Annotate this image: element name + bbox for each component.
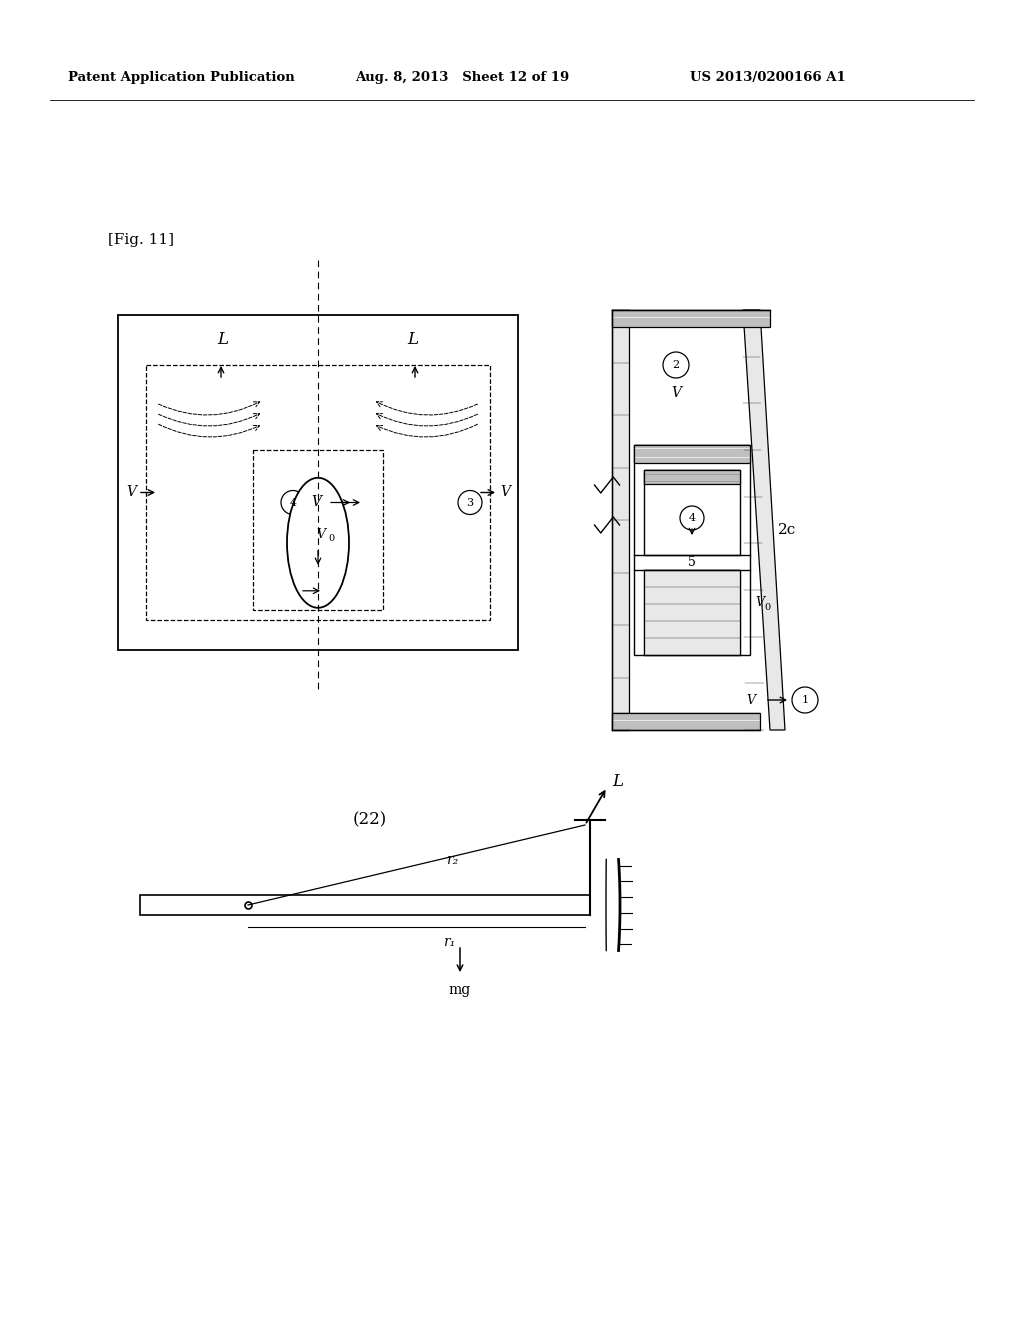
- Text: V: V: [755, 597, 764, 609]
- Text: 1: 1: [802, 696, 809, 705]
- Text: Aug. 8, 2013   Sheet 12 of 19: Aug. 8, 2013 Sheet 12 of 19: [355, 71, 569, 84]
- Text: L: L: [612, 774, 623, 791]
- Text: US 2013/0200166 A1: US 2013/0200166 A1: [690, 71, 846, 84]
- Text: 4: 4: [290, 498, 297, 507]
- Text: L: L: [217, 331, 228, 348]
- Text: r₁: r₁: [442, 935, 455, 949]
- Text: 2c: 2c: [778, 523, 797, 537]
- Text: 0: 0: [328, 535, 334, 544]
- Text: V: V: [126, 486, 136, 499]
- Polygon shape: [743, 310, 785, 730]
- Text: 4: 4: [688, 513, 695, 523]
- Text: 2: 2: [673, 360, 680, 370]
- Text: (22): (22): [353, 812, 387, 829]
- Bar: [612, 310, 770, 327]
- Text: 0: 0: [764, 603, 770, 612]
- Bar: [634, 445, 750, 655]
- Bar: [644, 570, 740, 655]
- Bar: [612, 713, 760, 730]
- Bar: [118, 315, 518, 649]
- Bar: [140, 895, 590, 915]
- Text: 3: 3: [467, 498, 473, 507]
- Circle shape: [680, 506, 705, 531]
- Ellipse shape: [287, 478, 349, 607]
- Text: 5: 5: [688, 557, 696, 569]
- Bar: [644, 570, 740, 655]
- Text: L: L: [408, 331, 419, 348]
- Text: V: V: [671, 385, 681, 400]
- Bar: [253, 450, 383, 610]
- Text: V: V: [311, 495, 321, 510]
- Bar: [644, 470, 740, 554]
- Text: V: V: [500, 486, 510, 499]
- Text: V: V: [746, 693, 755, 706]
- Circle shape: [663, 352, 689, 378]
- Text: mg: mg: [449, 983, 471, 997]
- Text: r₂: r₂: [446, 853, 459, 867]
- Text: V: V: [316, 528, 326, 541]
- Bar: [146, 366, 490, 620]
- Circle shape: [281, 491, 305, 515]
- Bar: [612, 310, 629, 730]
- Text: [Fig. 11]: [Fig. 11]: [108, 234, 174, 247]
- Bar: [634, 445, 750, 463]
- Text: Patent Application Publication: Patent Application Publication: [68, 71, 295, 84]
- Circle shape: [792, 686, 818, 713]
- Bar: [644, 470, 740, 484]
- Circle shape: [458, 491, 482, 515]
